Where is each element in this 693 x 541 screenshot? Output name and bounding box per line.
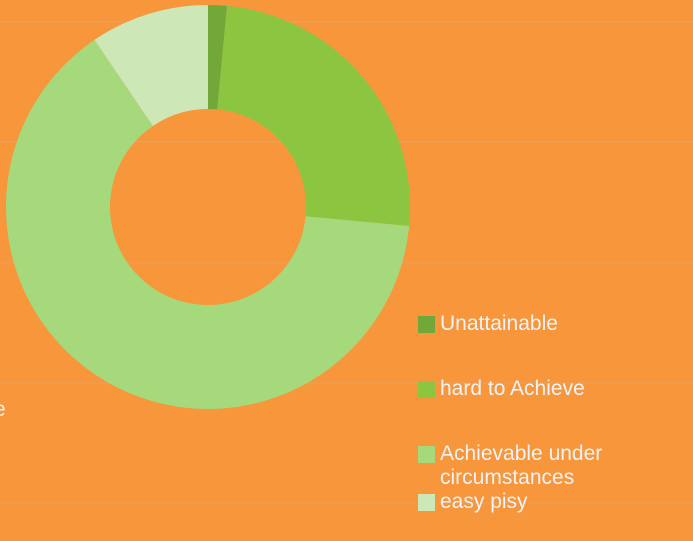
- legend-swatch: [418, 381, 435, 398]
- legend-item: hard to Achieve: [418, 377, 680, 401]
- legend-label: Achievable under circumstances: [440, 442, 603, 489]
- legend-label: easy pisy: [440, 490, 528, 513]
- legend-swatch: [418, 494, 435, 511]
- legend-swatch: [418, 316, 435, 333]
- legend-label: Unattainable: [440, 312, 558, 335]
- donut-slice: [208, 5, 228, 110]
- donut-slice: [6, 39, 410, 409]
- legend-item: Achievable under circumstances: [418, 442, 680, 490]
- donut: [6, 5, 411, 409]
- legend-label: hard to Achieve: [440, 377, 585, 400]
- legend: Unattainable hard to Achieve Achievable un…: [418, 312, 680, 514]
- donut-slice: [94, 5, 208, 126]
- annotation: e: [0, 398, 6, 422]
- legend-swatch: [418, 446, 435, 463]
- legend-item: easy pisy: [418, 490, 680, 514]
- legend-item: Unattainable: [418, 312, 680, 336]
- donut-slice: [217, 5, 411, 227]
